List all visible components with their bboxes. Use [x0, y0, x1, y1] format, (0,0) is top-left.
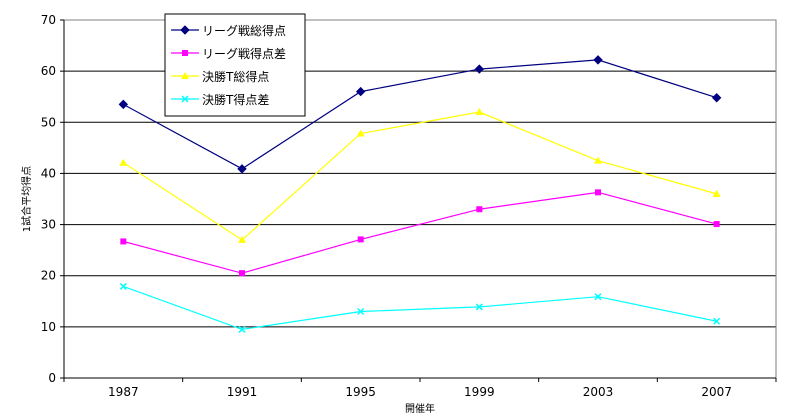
data-point: [711, 93, 722, 103]
data-point: [119, 158, 128, 166]
series-line: [123, 59, 717, 170]
y-tick-label: 0: [48, 371, 56, 385]
data-point: [594, 156, 602, 164]
series-4: [119, 282, 721, 333]
legend-item: 決勝T得点差: [171, 92, 269, 107]
data-point: [238, 235, 246, 243]
data-point: [120, 238, 127, 245]
y-tick-label: 20: [41, 269, 56, 283]
y-tick-label: 50: [41, 115, 56, 129]
legend-marker: [182, 50, 188, 56]
x-tick-label: 1995: [345, 385, 376, 399]
legend-item: リーグ戦総得点: [171, 23, 286, 38]
data-point: [355, 86, 366, 97]
y-axis-ticks: 0 10 20 30 40 50 60 70: [41, 13, 64, 385]
data-point: [239, 270, 245, 277]
legend-label: リーグ戦総得点: [202, 23, 286, 38]
series-line: [123, 191, 717, 274]
x-tick-label: 2007: [701, 385, 732, 399]
series-3: [119, 108, 721, 243]
x-axis-title: 開催年: [405, 402, 435, 415]
legend-label: 決勝T総得点: [202, 69, 269, 84]
legend-item: 決勝T総得点: [171, 69, 269, 84]
data-point: [238, 325, 246, 333]
legend-marker: [181, 72, 189, 79]
data-point: [474, 64, 485, 74]
data-point: [119, 282, 127, 290]
legend-marker: [180, 25, 190, 35]
series-line: [123, 285, 717, 331]
legend-marker: [181, 95, 189, 103]
data-point: [475, 108, 484, 116]
data-point: [713, 317, 721, 325]
legend-label: 決勝T得点差: [202, 92, 269, 107]
y-tick-label: 40: [41, 166, 56, 180]
series-2: [120, 189, 720, 277]
data-point: [712, 189, 721, 197]
series-line: [123, 111, 717, 241]
legend-item: リーグ戦得点差: [171, 46, 286, 61]
x-tick-label: 1991: [227, 385, 258, 399]
y-axis-title: 1試合平均得点: [20, 166, 33, 232]
y-tick-label: 30: [41, 218, 56, 232]
data-point: [594, 293, 602, 301]
y-tick-label: 60: [41, 64, 56, 78]
x-tick-label: 2003: [583, 385, 614, 399]
data-point: [237, 164, 247, 174]
x-tick-label: 1999: [464, 385, 495, 399]
series-layer: [118, 55, 722, 333]
data-point: [595, 189, 601, 196]
y-tick-label: 70: [41, 13, 56, 27]
data-point: [475, 303, 483, 311]
x-tick-label: 1987: [108, 385, 139, 399]
data-point: [357, 307, 365, 316]
series-1: [118, 55, 722, 174]
x-axis-ticks: 1987 1991 1995 1999 2003 2007: [63, 378, 777, 399]
y-tick-label: 10: [41, 320, 56, 334]
data-point: [713, 221, 720, 228]
data-point: [356, 129, 365, 137]
data-point: [593, 55, 603, 65]
data-point: [476, 206, 483, 213]
legend-label: リーグ戦得点差: [202, 46, 286, 61]
data-point: [357, 236, 364, 243]
data-point: [118, 99, 129, 110]
